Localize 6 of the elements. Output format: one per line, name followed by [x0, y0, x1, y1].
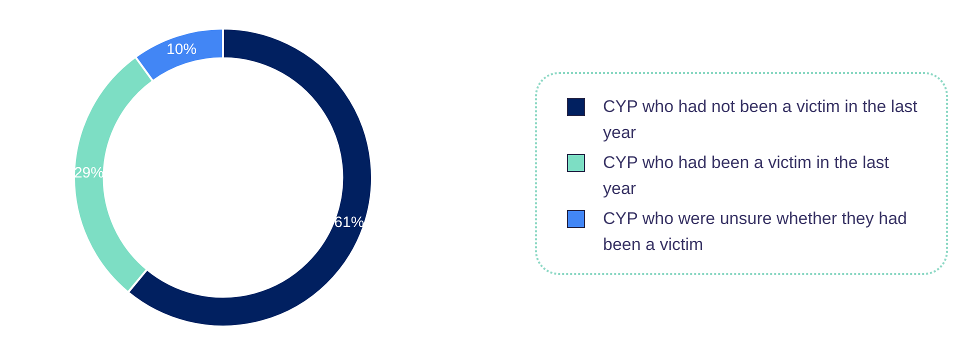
- data-label: 29%: [74, 164, 104, 182]
- data-label: 61%: [334, 214, 364, 232]
- legend-label: CYP who had been a victim in the last year: [603, 152, 890, 200]
- legend-label: CYP who had not been a victim in the last year: [603, 96, 918, 144]
- data-label: 10%: [166, 41, 197, 58]
- legend-label: CYP who were unsure whether they had been a victim: [603, 208, 908, 256]
